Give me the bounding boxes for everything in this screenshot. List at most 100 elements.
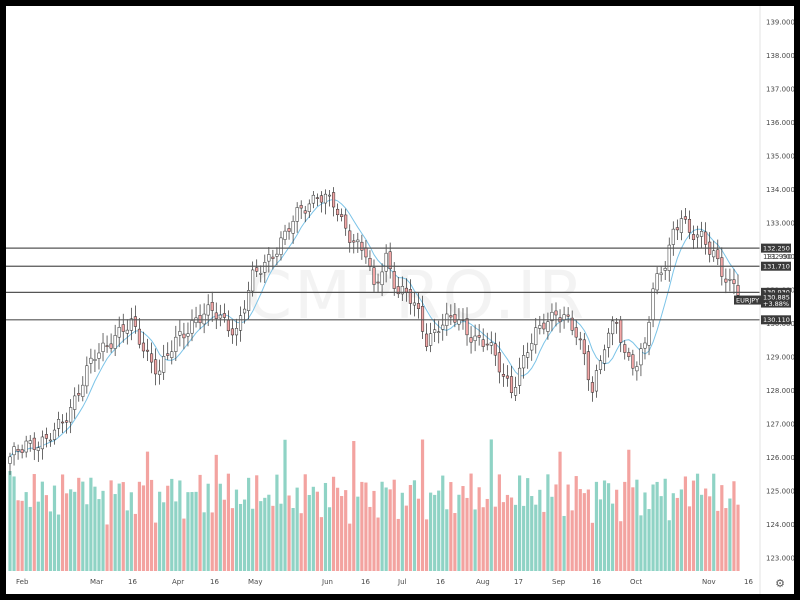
candle	[36, 447, 40, 451]
volume-bar	[655, 481, 659, 571]
candle	[16, 449, 20, 452]
candle	[145, 349, 150, 352]
volume-bar	[170, 478, 174, 571]
volume-bar	[182, 518, 186, 571]
volume-bar	[89, 477, 93, 571]
candle	[542, 322, 546, 330]
candle	[691, 234, 696, 240]
candle-layer	[8, 187, 740, 475]
level-price-tag-bg	[761, 287, 791, 297]
price-tick-label: 126.000	[766, 454, 794, 462]
volume-bar	[663, 478, 667, 571]
candle	[303, 210, 307, 214]
volume-bar	[121, 482, 125, 571]
candle	[348, 230, 352, 243]
price-tick-label: 124.000	[766, 521, 794, 529]
volume-bar	[712, 473, 716, 571]
volume-bar	[489, 439, 493, 571]
candle	[372, 267, 376, 285]
volume-bar	[336, 487, 340, 571]
volume-bar	[695, 473, 700, 571]
candle	[400, 286, 404, 295]
date-tick-label: Nov	[702, 578, 716, 586]
candle	[376, 281, 380, 284]
volume-bar	[619, 521, 623, 571]
candle	[493, 343, 497, 356]
volume-bar	[352, 441, 356, 571]
price-tags-layer: 132.250131.710130.930130.110131.990EURJP…	[734, 243, 792, 325]
candle	[332, 192, 336, 208]
candle	[388, 251, 392, 270]
volume-bar	[255, 475, 259, 571]
volume-bar	[206, 483, 210, 571]
candle	[255, 267, 259, 272]
volume-bar	[736, 504, 740, 571]
candle	[416, 303, 421, 309]
candle	[732, 279, 736, 284]
candle	[602, 349, 607, 364]
chart-frame[interactable]: CMPRO.IR 123.000 124.000 125.000 126.000 127…	[6, 6, 794, 594]
volume-bar	[396, 518, 400, 571]
candle	[574, 327, 578, 338]
volume-bar	[303, 474, 307, 571]
volume-bar	[202, 512, 206, 571]
volume-bar	[570, 510, 574, 571]
date-tick-label: Feb	[16, 578, 29, 586]
volume-bar	[331, 476, 336, 571]
volume-bar	[530, 496, 534, 571]
volume-bar	[667, 520, 671, 571]
volume-bar	[606, 483, 611, 571]
volume-bar	[513, 504, 518, 571]
candle	[562, 314, 566, 320]
date-tick-label: Jul	[397, 578, 407, 586]
volume-bar	[230, 508, 235, 571]
candle	[12, 446, 16, 456]
volume-bar	[32, 474, 36, 571]
candle	[582, 339, 586, 355]
candle	[243, 308, 247, 314]
volume-bar	[400, 492, 404, 571]
date-tick-label: 16	[361, 578, 370, 586]
candle	[420, 306, 425, 332]
level-price-tag-bg	[761, 315, 791, 325]
date-tick-label: Aug	[476, 578, 490, 586]
volume-bar	[445, 509, 449, 571]
candle	[327, 194, 332, 197]
volume-bar	[643, 492, 647, 571]
candle	[109, 343, 113, 349]
candle	[113, 335, 117, 349]
candle	[473, 335, 477, 341]
volume-bar	[449, 482, 453, 571]
candle	[643, 342, 647, 349]
volume-bar	[518, 475, 522, 571]
candle	[61, 421, 65, 424]
candle	[174, 336, 178, 352]
date-tick-label: Sep	[552, 578, 566, 586]
volume-bar	[623, 481, 627, 571]
volume-bar	[44, 495, 48, 571]
candle	[679, 218, 683, 233]
volume-bar	[720, 485, 724, 571]
date-tick-label: May	[248, 578, 262, 586]
candle	[619, 319, 623, 343]
gear-icon[interactable]: ⚙	[775, 577, 785, 590]
candle	[501, 374, 505, 377]
volume-bar	[73, 491, 77, 571]
candle	[202, 313, 206, 325]
candle	[238, 315, 243, 331]
candle	[465, 318, 469, 336]
volume-bar	[602, 480, 607, 571]
candle	[481, 339, 485, 347]
candle	[509, 376, 514, 393]
candle	[295, 207, 299, 222]
volume-bar	[554, 484, 558, 571]
volume-bar	[69, 489, 73, 571]
volume-bar	[700, 494, 704, 571]
volume-bar	[485, 498, 489, 571]
price-tick-label: 135.000	[766, 153, 794, 161]
candle	[384, 252, 388, 272]
candle	[712, 250, 716, 258]
volume-bar	[420, 439, 425, 571]
price-chart[interactable]: CMPRO.IR 123.000 124.000 125.000 126.000 127…	[6, 6, 794, 594]
candle	[85, 365, 89, 387]
